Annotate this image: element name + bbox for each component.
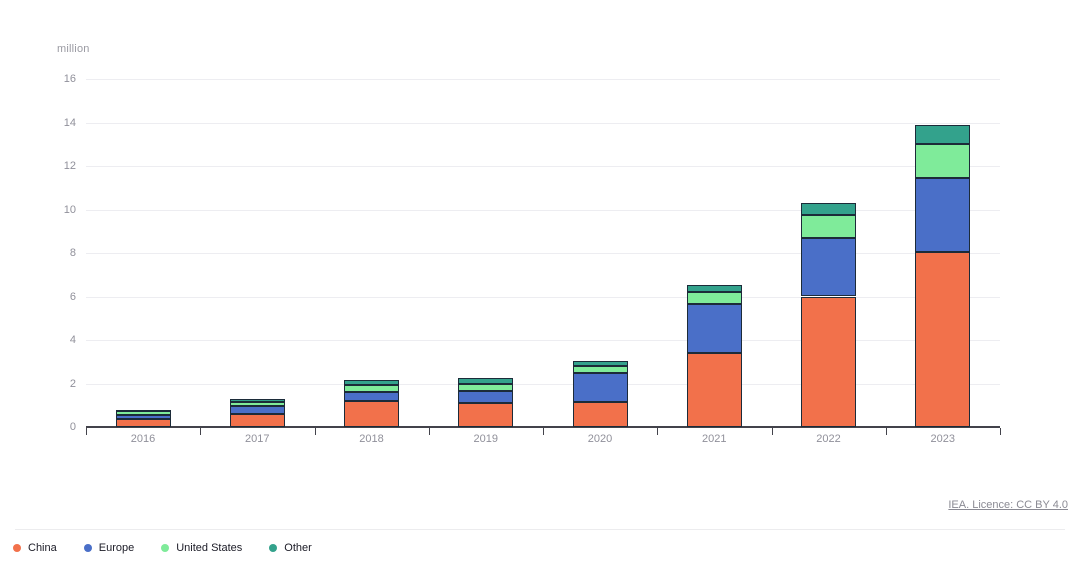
bar-2017-europe [229, 406, 285, 414]
legend-item-europe[interactable]: Europe [83, 542, 135, 554]
legend-item-other[interactable]: Other [269, 542, 312, 554]
bar-2016-other [115, 409, 171, 412]
bar-2018-other [344, 380, 400, 385]
bar-2021-other [686, 284, 742, 293]
gridline-6 [86, 296, 1000, 298]
x-axis-tick [885, 428, 887, 435]
bar-2022-united-states [801, 214, 857, 238]
gridline-12 [86, 166, 1000, 167]
x-axis-tick [314, 428, 316, 435]
legend-dot-united-states [161, 544, 170, 552]
x-axis-tick [200, 428, 202, 435]
bar-2023-europe [915, 177, 971, 252]
legend-label: China [28, 542, 57, 554]
bar-2016-europe [115, 415, 171, 420]
gridline-4 [86, 340, 1000, 341]
bar-2020-other [572, 360, 628, 367]
footer-divider [15, 529, 1065, 530]
x-axis-tick [657, 428, 659, 435]
gridline-8 [86, 253, 1000, 254]
legend-dot-china [13, 544, 21, 552]
y-tick-label-6: 6 [69, 290, 76, 303]
x-axis-tick [543, 428, 544, 435]
legend: China Europe United States Other [13, 540, 312, 556]
bar-2022-other [801, 202, 857, 215]
y-tick-label-0: 0 [69, 421, 76, 433]
bar-2020-united-states [572, 366, 628, 373]
bar-2016-china [115, 419, 171, 427]
bar-2021-china [686, 353, 742, 427]
bar-2020-europe [572, 372, 628, 402]
legend-label: Europe [98, 542, 135, 554]
y-axis-unit-label: million [57, 43, 90, 55]
bar-2019-china [458, 403, 514, 427]
x-tick-label-2020: 2020 [587, 433, 613, 445]
y-tick-label-8: 8 [69, 247, 76, 259]
gridline-14 [86, 122, 1000, 124]
x-axis-tick [1000, 428, 1001, 435]
x-axis-line [86, 426, 1000, 428]
x-tick-label-2022: 2022 [816, 433, 841, 445]
y-tick-label-10: 10 [63, 203, 76, 216]
bar-2022-europe [801, 237, 857, 297]
legend-dot-other [269, 544, 278, 552]
legend-label: Other [284, 542, 312, 554]
gridline-2 [86, 383, 1000, 385]
x-tick-label-2016: 2016 [130, 433, 156, 445]
bar-2020-china [572, 401, 628, 427]
legend-dot-europe [83, 544, 92, 552]
y-tick-label-14: 14 [63, 116, 76, 129]
bar-2017-china [229, 413, 285, 427]
x-tick-label-2023: 2023 [930, 433, 955, 445]
bar-2018-china [344, 400, 400, 427]
y-tick-label-4: 4 [69, 334, 76, 346]
legend-item-china[interactable]: China [13, 542, 57, 554]
bar-2021-united-states [686, 292, 742, 305]
bar-2023-other [915, 124, 971, 145]
bar-2022-china [801, 296, 857, 427]
bar-2023-china [915, 251, 971, 427]
bar-2019-other [458, 378, 514, 384]
gridline-16 [86, 79, 1000, 80]
bar-2017-other [229, 398, 285, 402]
bar-2018-united-states [344, 384, 400, 393]
bar-2017-united-states [229, 401, 285, 407]
x-tick-label-2021: 2021 [702, 433, 727, 445]
y-tick-label-2: 2 [69, 377, 76, 390]
x-axis-tick [771, 428, 773, 435]
x-tick-label-2019: 2019 [473, 433, 498, 445]
bar-2019-europe [458, 391, 514, 404]
x-axis-tick [86, 428, 87, 435]
bar-2021-europe [686, 304, 742, 354]
attribution-link[interactable]: IEA. Licence: CC BY 4.0 [948, 499, 1068, 511]
gridline-10 [86, 209, 1000, 211]
bar-2018-europe [344, 392, 400, 401]
y-tick-label-12: 12 [63, 160, 76, 172]
x-tick-label-2017: 2017 [245, 433, 270, 445]
x-axis-tick [428, 428, 430, 435]
legend-item-united-states[interactable]: United States [161, 542, 242, 554]
bar-2023-united-states [915, 144, 971, 178]
legend-label: United States [176, 542, 243, 554]
y-tick-label-16: 16 [63, 73, 76, 85]
bar-2019-united-states [458, 383, 514, 392]
bar-2016-united-states [115, 411, 171, 416]
x-tick-label-2018: 2018 [359, 433, 384, 445]
